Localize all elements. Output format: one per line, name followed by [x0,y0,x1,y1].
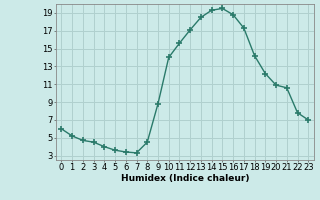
X-axis label: Humidex (Indice chaleur): Humidex (Indice chaleur) [121,174,249,183]
